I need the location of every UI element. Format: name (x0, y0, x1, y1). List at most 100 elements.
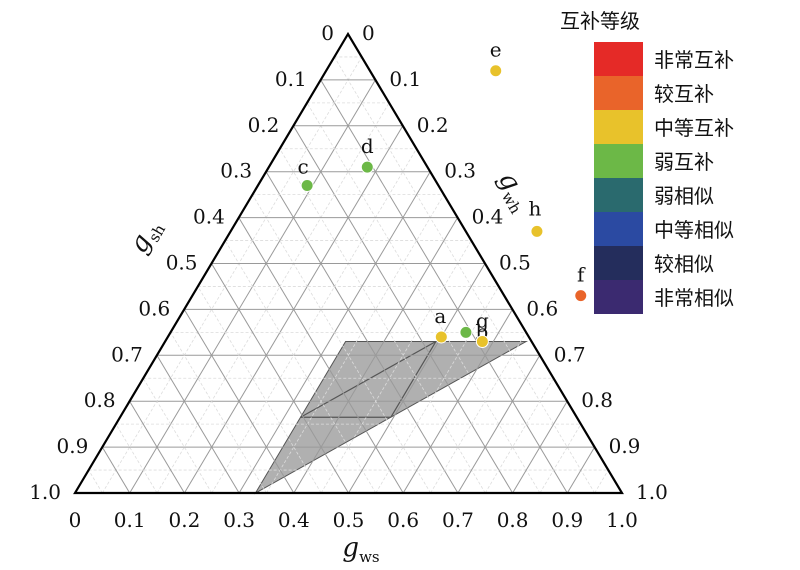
bottom-tick-label: 1.0 (606, 508, 638, 532)
grid-line (430, 332, 527, 494)
legend-swatch (594, 246, 643, 280)
bottom-tick-label: 0.7 (442, 508, 474, 532)
legend-label: 较相似 (654, 252, 714, 276)
grid-line (211, 148, 417, 494)
triangle-frame (73, 31, 624, 495)
grid-line (457, 355, 541, 494)
bottom-tick-label: 0.2 (168, 508, 200, 532)
shaded-region-inner-line (390, 341, 437, 418)
data-point-label-d: d (361, 134, 374, 158)
grid-line (129, 400, 185, 494)
grid-layer (88, 56, 609, 494)
grid-line (484, 378, 554, 494)
data-point-label-a: a (434, 304, 446, 328)
left-tick-label: 1.0 (29, 480, 61, 504)
left-tick-label: 0 (321, 21, 334, 45)
grid-line (115, 423, 158, 494)
left-tick-label: 0.3 (220, 159, 252, 183)
legend-label: 弱相似 (654, 184, 714, 208)
right-tick-label: 0.2 (417, 113, 449, 137)
bottom-tick-label: 0 (69, 508, 82, 532)
left-tick-label: 0.2 (248, 113, 280, 137)
grid-line (402, 309, 513, 494)
bottom-tick-label: 0.5 (333, 508, 365, 532)
right-tick-label: 0.3 (444, 159, 476, 183)
legend-swatch (594, 280, 643, 314)
legend-label: 中等相似 (654, 218, 734, 242)
legend-swatch (594, 110, 643, 144)
grid-line (252, 194, 431, 494)
grid-line (211, 263, 349, 494)
legend-swatch (594, 178, 643, 212)
right-tick-label: 0.8 (581, 388, 613, 412)
bottom-tick-label: 0.4 (278, 508, 310, 532)
data-point-f (574, 289, 588, 303)
legend-swatch (594, 42, 643, 76)
grid-line (156, 102, 390, 494)
grid-line (348, 263, 486, 494)
legend-label: 较互补 (654, 82, 714, 106)
triangle-outline (73, 31, 624, 495)
left-tick-label: 0.6 (138, 296, 170, 320)
bottom-tick-label: 0.9 (551, 508, 583, 532)
data-point-label-h: h (528, 196, 541, 220)
grid-line (539, 423, 582, 494)
grid-line (279, 148, 486, 494)
bottom-tick-label: 0.8 (497, 508, 529, 532)
left-tick-label: 0.4 (193, 205, 225, 229)
data-point-d (360, 160, 374, 174)
bottom-tick-label: 0.6 (387, 508, 419, 532)
grid-line (334, 56, 595, 494)
grid-line (156, 355, 240, 494)
right-tick-label: 0.7 (554, 342, 586, 366)
grid-line (306, 102, 541, 494)
grid-line (101, 446, 131, 494)
left-axis-title: gsh (124, 213, 170, 259)
legend-label: 非常互补 (654, 48, 734, 72)
left-tick-label: 0.9 (56, 434, 88, 458)
data-point-g (475, 335, 489, 349)
right-tick-label: 0.9 (609, 434, 641, 458)
grid-line (170, 332, 267, 494)
right-tick-label: 0.5 (499, 251, 531, 275)
grid-line (224, 240, 377, 494)
bottom-tick-label: 0.3 (223, 508, 255, 532)
data-point-e (489, 64, 503, 78)
grid-line (375, 286, 500, 494)
data-point-label-g: g (476, 309, 489, 333)
right-tick-label: 1.0 (636, 480, 668, 504)
left-axis-title-text: gsh (124, 213, 170, 259)
grid-line (594, 469, 609, 494)
right-tick-label: 0.1 (389, 67, 421, 91)
grid-line (320, 240, 472, 494)
grid-line (183, 309, 295, 494)
data-point-label-c: c (298, 154, 309, 178)
legend-label: 中等互补 (654, 116, 734, 140)
grid-line (512, 400, 568, 494)
grid-line (566, 446, 596, 494)
right-tick-label: 0 (362, 21, 375, 45)
grid-line (266, 194, 445, 494)
left-tick-label: 0.1 (275, 67, 307, 91)
legend-label: 弱互补 (654, 150, 714, 174)
left-tick-label: 0.5 (166, 251, 198, 275)
right-tick-label: 0.6 (526, 296, 558, 320)
bottom-axis-title: gws (342, 533, 379, 566)
bottom-axis-title-text: gws (342, 533, 379, 566)
grid-line (142, 378, 213, 494)
data-point-h (530, 224, 544, 238)
data-point-label-e: e (490, 38, 502, 62)
grid-line (88, 469, 103, 494)
data-point-b (459, 325, 473, 339)
data-point-label-f: f (577, 263, 586, 287)
grid-line (197, 286, 322, 494)
right-tick-label: 0.4 (472, 205, 504, 229)
tick-labels: 0 0.1 0.2 0.3 0.4 0.5 0.6 0.7 0.8 0.9 1.0 0 0.1 0.2 0.… (29, 21, 668, 532)
data-point-c (300, 178, 314, 192)
grid-line (102, 56, 363, 494)
legend-swatch (594, 212, 643, 246)
bottom-tick-label: 0.1 (114, 508, 146, 532)
legend-title: 互补等级 (560, 9, 640, 33)
